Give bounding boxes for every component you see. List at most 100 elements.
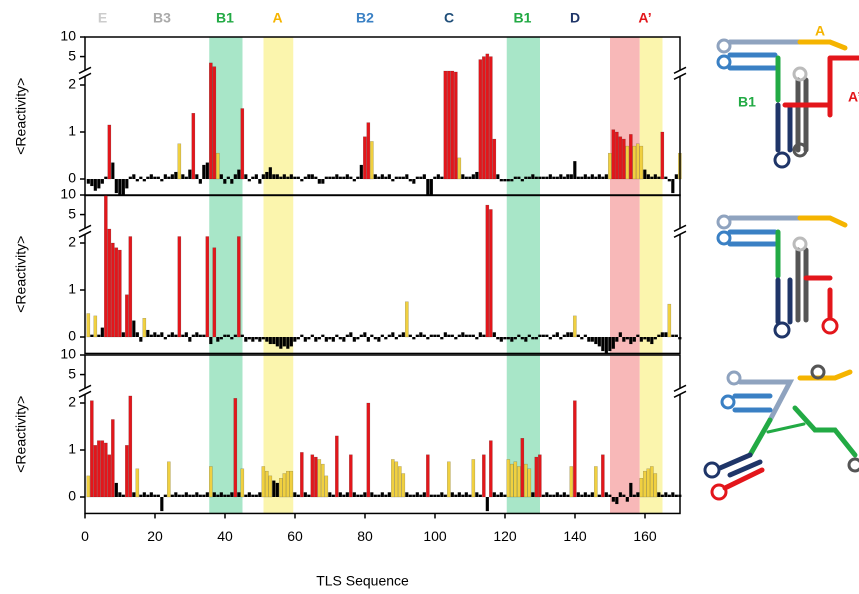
helix	[803, 275, 833, 321]
bar	[408, 334, 412, 337]
bar	[328, 492, 332, 497]
axis-break-mark	[78, 384, 92, 398]
bar	[195, 332, 199, 337]
bar	[555, 176, 559, 179]
bar	[632, 494, 636, 497]
bar	[345, 174, 349, 179]
bar	[132, 320, 136, 337]
bar	[279, 337, 283, 349]
bar	[111, 242, 115, 338]
bar	[608, 152, 612, 180]
region-shade	[639, 37, 663, 514]
bar	[391, 459, 395, 498]
bar	[534, 456, 539, 498]
helix	[717, 452, 763, 478]
y-tick-label: 1	[68, 281, 76, 297]
bar	[660, 494, 664, 497]
bar	[443, 494, 447, 497]
bar	[503, 494, 507, 497]
bar	[415, 334, 419, 337]
bar	[671, 179, 675, 194]
bar	[471, 459, 476, 498]
bar	[300, 334, 304, 337]
bar	[268, 475, 273, 498]
bar	[146, 329, 150, 337]
bar	[314, 456, 318, 498]
bar	[531, 492, 535, 497]
bar	[184, 332, 188, 337]
bar	[545, 334, 549, 337]
bar	[93, 315, 98, 338]
bar	[601, 337, 605, 352]
bar	[604, 492, 608, 497]
bar	[625, 497, 629, 502]
bar	[272, 337, 276, 345]
bar	[310, 174, 314, 179]
bar	[415, 492, 419, 497]
bar	[118, 492, 122, 497]
helix	[747, 405, 858, 458]
bar	[664, 492, 668, 497]
bar	[265, 171, 269, 179]
bar	[440, 176, 444, 179]
bar	[499, 337, 503, 342]
bar	[198, 179, 202, 184]
bar	[671, 492, 675, 497]
helix	[775, 277, 793, 325]
bar	[233, 398, 238, 498]
bar	[261, 466, 266, 498]
loop	[792, 66, 808, 82]
helix	[797, 369, 853, 381]
bar	[510, 179, 514, 182]
x-tick-label: 20	[147, 528, 163, 544]
bar	[97, 440, 101, 498]
bar	[534, 176, 538, 179]
bar	[475, 492, 479, 497]
bar	[604, 174, 608, 179]
helix	[795, 77, 809, 153]
bar	[405, 174, 409, 179]
bar	[335, 334, 339, 337]
loop	[720, 394, 736, 410]
bar	[111, 419, 115, 498]
bar	[338, 176, 342, 179]
bar	[573, 400, 577, 498]
bar	[391, 179, 395, 182]
bar	[566, 174, 570, 179]
bar	[517, 334, 521, 337]
bar	[394, 176, 398, 179]
bar	[216, 152, 220, 180]
bar	[387, 492, 391, 497]
bar	[293, 176, 297, 179]
bar	[107, 124, 112, 180]
bar	[520, 179, 524, 182]
bar	[237, 492, 241, 497]
bar	[188, 494, 192, 497]
bar	[300, 179, 304, 182]
bar	[251, 176, 255, 179]
bar	[244, 174, 248, 179]
bar	[352, 179, 356, 182]
region-label: C	[444, 10, 454, 26]
bar	[422, 334, 426, 337]
bar	[317, 179, 321, 184]
bar	[576, 334, 580, 337]
bar	[653, 174, 657, 179]
axis-break-mark	[673, 66, 687, 80]
bar	[335, 435, 339, 498]
bar	[674, 174, 678, 179]
bar	[384, 337, 388, 340]
bar	[240, 108, 245, 180]
y-tick-label: 5	[68, 365, 76, 381]
bar	[380, 174, 384, 179]
bar	[317, 459, 322, 498]
bar	[401, 473, 406, 498]
bar	[191, 494, 195, 497]
bar	[153, 176, 157, 179]
bar	[653, 473, 658, 498]
x-tick-label: 40	[217, 528, 233, 544]
bar	[167, 334, 171, 337]
bar	[646, 337, 650, 342]
bar	[142, 318, 147, 338]
bar	[464, 176, 468, 179]
